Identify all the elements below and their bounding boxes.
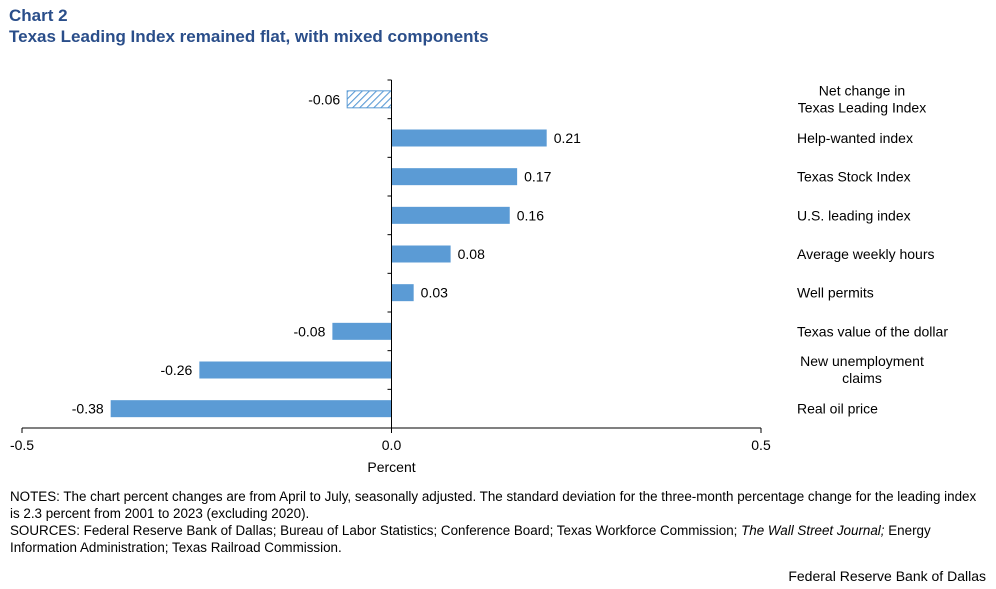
sources-italic: The Wall Street Journal; bbox=[741, 523, 885, 538]
category-label-2: Texas Stock Index bbox=[797, 169, 911, 185]
sources-suffix: Energy Information Administration; Texas… bbox=[10, 523, 931, 555]
sources-text: SOURCES: Federal Reserve Bank of Dallas;… bbox=[10, 522, 985, 556]
bar-5 bbox=[391, 284, 414, 302]
chart-title: Texas Leading Index remained flat, with … bbox=[9, 27, 489, 46]
category-label-7: New unemployment claims bbox=[800, 353, 924, 386]
footer-credit: Federal Reserve Bank of Dallas bbox=[788, 568, 986, 584]
bar-8 bbox=[110, 400, 392, 418]
bar-3 bbox=[391, 206, 510, 224]
notes: NOTES: The chart percent changes are fro… bbox=[10, 488, 985, 556]
x-tick-label-1: 0.0 bbox=[382, 437, 402, 453]
category-label-6: Texas value of the dollar bbox=[797, 323, 948, 339]
notes-text: NOTES: The chart percent changes are fro… bbox=[10, 489, 977, 521]
x-tick-label-0: -0.5 bbox=[10, 437, 34, 453]
value-label-8: -0.38 bbox=[72, 401, 104, 417]
value-label-1: 0.21 bbox=[554, 130, 581, 146]
bar-6 bbox=[332, 322, 392, 340]
category-label-3: U.S. leading index bbox=[797, 207, 911, 223]
sources-prefix: SOURCES: Federal Reserve Bank of Dallas;… bbox=[10, 523, 738, 538]
category-label-5: Well permits bbox=[797, 285, 874, 301]
value-label-7: -0.26 bbox=[160, 362, 192, 378]
category-label-8: Real oil price bbox=[797, 401, 878, 417]
category-label-0: Net change in Texas Leading Index bbox=[798, 82, 926, 115]
value-label-5: 0.03 bbox=[421, 285, 448, 301]
value-label-2: 0.17 bbox=[524, 169, 551, 185]
value-label-3: 0.16 bbox=[517, 207, 544, 223]
chart-label: Chart 2 bbox=[9, 6, 68, 25]
bar-chart: -0.06 Net change in Texas Leading Index 0.2… bbox=[10, 79, 948, 475]
bar-2 bbox=[391, 168, 518, 186]
bar-1 bbox=[391, 129, 547, 147]
category-label-4: Average weekly hours bbox=[797, 246, 934, 262]
x-tick-label-2: 0.5 bbox=[751, 437, 771, 453]
bar-4 bbox=[391, 245, 451, 263]
value-label-0: -0.06 bbox=[308, 91, 340, 107]
value-label-4: 0.08 bbox=[458, 246, 485, 262]
bar-7 bbox=[199, 361, 392, 379]
bar-0 bbox=[346, 90, 393, 109]
x-axis-title: Percent bbox=[367, 459, 415, 475]
category-label-1: Help-wanted index bbox=[797, 130, 913, 146]
value-label-6: -0.08 bbox=[293, 323, 325, 339]
